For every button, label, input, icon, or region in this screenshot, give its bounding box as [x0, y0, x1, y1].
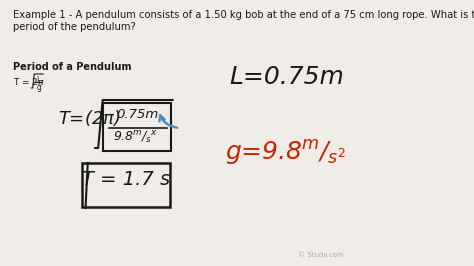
- Text: © Study.com: © Study.com: [298, 251, 344, 258]
- Text: Example 1 - A pendulum consists of a 1.50 kg bob at the end of a 75 cm long rope: Example 1 - A pendulum consists of a 1.5…: [13, 10, 474, 32]
- Text: L: L: [36, 76, 41, 85]
- Text: T=(2$\pi$): T=(2$\pi$): [58, 108, 120, 128]
- Text: T = 1.7 s: T = 1.7 s: [82, 170, 170, 189]
- FancyBboxPatch shape: [103, 103, 171, 151]
- Text: L=0.75m: L=0.75m: [229, 65, 344, 89]
- Text: g: g: [36, 83, 41, 92]
- Text: 9.8$^m$/$_s$$^x$: 9.8$^m$/$_s$$^x$: [113, 130, 159, 146]
- Text: T = 2$\pi$: T = 2$\pi$: [13, 76, 46, 87]
- Text: g=9.8$^m$/$_{s^2}$: g=9.8$^m$/$_{s^2}$: [225, 138, 346, 167]
- Text: Period of a Pendulum: Period of a Pendulum: [13, 62, 132, 72]
- Text: 0.75m: 0.75m: [117, 108, 159, 121]
- FancyBboxPatch shape: [82, 163, 170, 207]
